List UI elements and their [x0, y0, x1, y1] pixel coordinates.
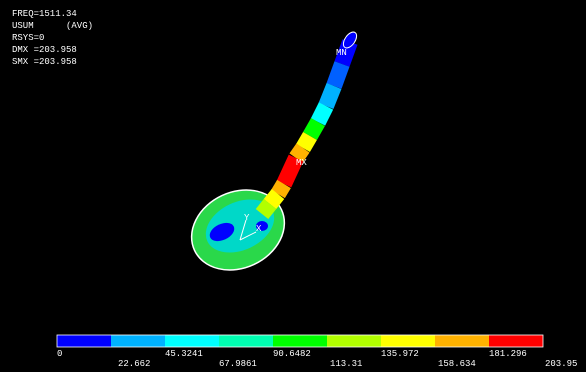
- legend-swatch: [327, 335, 381, 347]
- legend-swatch: [57, 335, 111, 347]
- stem-band: [296, 148, 303, 158]
- stem-band: [284, 158, 296, 184]
- stem-band: [270, 194, 278, 204]
- stem-band: [334, 64, 342, 86]
- stem-band: [318, 106, 326, 122]
- axis-label: X: [256, 224, 262, 234]
- legend-label: 181.296: [489, 349, 527, 359]
- legend-label: 158.634: [438, 359, 476, 369]
- legend-label: 0: [57, 349, 62, 359]
- stem-band: [310, 122, 318, 136]
- stem-band: [262, 204, 270, 214]
- legend-swatch: [435, 335, 489, 347]
- legend-swatch: [111, 335, 165, 347]
- info-line: DMX =203.958: [12, 45, 77, 55]
- stem-band: [278, 184, 284, 194]
- legend-swatch: [489, 335, 543, 347]
- ansys-plot: FREQ=1511.34 USUM (AVG) RSYS=0 DMX =203.…: [0, 0, 586, 372]
- legend-swatch: [165, 335, 219, 347]
- info-line: RSYS=0: [12, 33, 44, 43]
- legend-label: 203.95: [545, 359, 577, 369]
- stem-band: [326, 86, 334, 106]
- legend-label: 22.662: [118, 359, 150, 369]
- background: [0, 0, 586, 372]
- legend-label: 90.6482: [273, 349, 311, 359]
- legend-label: 45.3241: [165, 349, 203, 359]
- info-line: FREQ=1511.34: [12, 9, 77, 19]
- min-marker: MN: [336, 48, 347, 58]
- legend-label: 67.9861: [219, 359, 257, 369]
- axis-label: Y: [244, 213, 250, 223]
- legend-swatch: [219, 335, 273, 347]
- info-line: USUM (AVG): [12, 21, 93, 31]
- legend-swatch: [273, 335, 327, 347]
- legend-label: 113.31: [330, 359, 362, 369]
- info-line: SMX =203.958: [12, 57, 77, 67]
- legend-label: 135.972: [381, 349, 419, 359]
- max-marker: MX: [296, 158, 307, 168]
- stem-band: [303, 136, 310, 148]
- legend-swatch: [381, 335, 435, 347]
